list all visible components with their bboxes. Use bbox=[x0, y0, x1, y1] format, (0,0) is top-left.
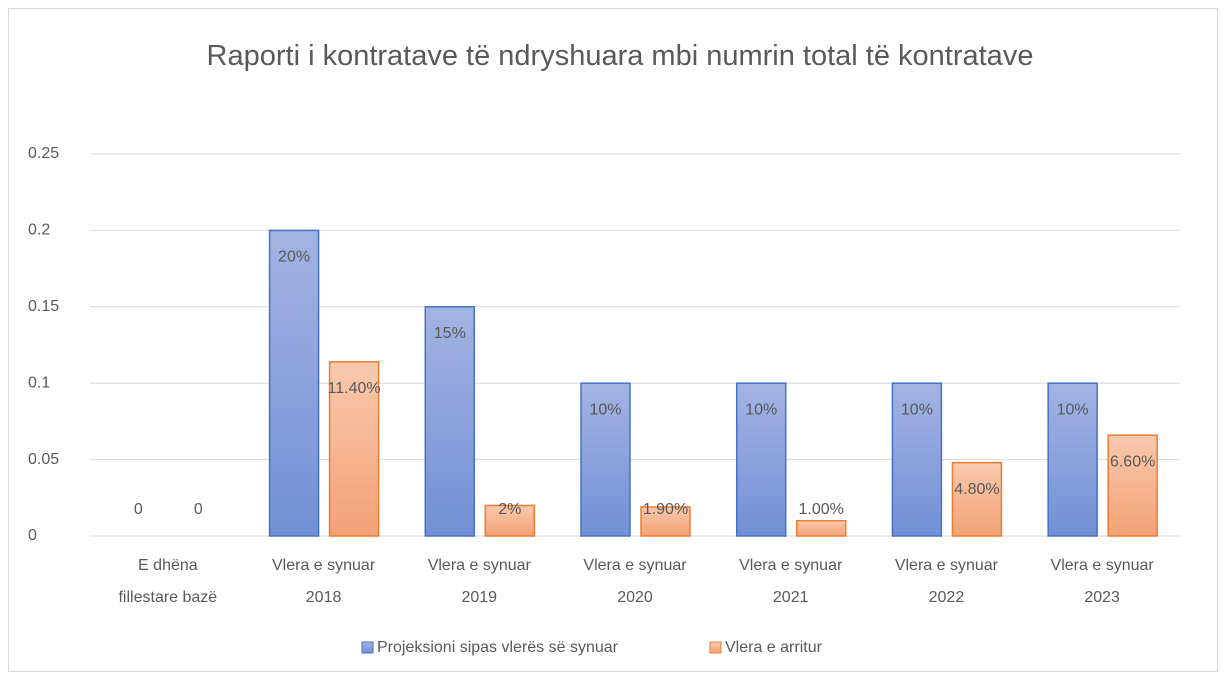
x-tick-label: Vlera e synuar bbox=[739, 557, 843, 574]
x-tick-label: 2020 bbox=[617, 589, 653, 606]
y-tick-label: 0 bbox=[28, 527, 37, 544]
data-label: 10% bbox=[745, 401, 777, 418]
x-tick-label: 2019 bbox=[461, 589, 497, 606]
x-tick-label: Vlera e synuar bbox=[583, 557, 687, 574]
legend-label: Vlera e arritur bbox=[725, 639, 823, 656]
bar bbox=[424, 306, 476, 537]
x-tick-label: Vlera e synuar bbox=[895, 557, 999, 574]
chart-border bbox=[8, 8, 1218, 672]
bar bbox=[580, 382, 631, 537]
data-label: 0 bbox=[194, 501, 203, 518]
bar bbox=[640, 506, 691, 537]
x-tick-label: Vlera e synuar bbox=[428, 557, 532, 574]
x-tick-label: 2021 bbox=[773, 589, 809, 606]
legend-label: Projeksioni sipas vlerës së synuar bbox=[377, 639, 619, 656]
x-tick-label: 2022 bbox=[929, 589, 965, 606]
data-label: 6.60% bbox=[1110, 453, 1155, 470]
bar bbox=[1107, 434, 1158, 537]
bar bbox=[1047, 382, 1098, 537]
x-tick-label: 2023 bbox=[1084, 589, 1120, 606]
bar bbox=[484, 504, 536, 537]
x-tick-label: Vlera e synuar bbox=[272, 557, 376, 574]
data-label: 2% bbox=[498, 501, 521, 518]
legend-swatch bbox=[709, 641, 722, 654]
y-tick-label: 0.05 bbox=[28, 451, 59, 468]
y-tick-label: 0.15 bbox=[28, 298, 59, 315]
data-label: 11.40% bbox=[328, 380, 381, 397]
y-tick-label: 0.1 bbox=[28, 374, 50, 391]
data-label: 15% bbox=[434, 325, 466, 342]
bar bbox=[951, 461, 1003, 537]
data-label: 10% bbox=[901, 401, 933, 418]
data-label: 10% bbox=[1057, 401, 1089, 418]
legend-swatch bbox=[361, 641, 374, 654]
data-label: 1.00% bbox=[799, 501, 844, 518]
bar bbox=[891, 382, 943, 537]
x-tick-label: Vlera e synuar bbox=[1051, 557, 1155, 574]
data-label: 10% bbox=[589, 401, 621, 418]
data-label: 20% bbox=[278, 249, 310, 266]
bar bbox=[328, 361, 380, 537]
y-tick-label: 0.25 bbox=[28, 145, 59, 162]
chart-title: Raporti i kontratave të ndryshuara mbi n… bbox=[206, 40, 1034, 72]
data-label: 0 bbox=[134, 501, 143, 518]
bar bbox=[795, 519, 847, 537]
data-label: 1.90% bbox=[643, 501, 688, 518]
x-tick-label: 2018 bbox=[306, 589, 342, 606]
data-label: 4.80% bbox=[954, 481, 999, 498]
bar bbox=[735, 382, 787, 537]
x-tick-label: E dhëna bbox=[138, 557, 198, 574]
y-tick-label: 0.2 bbox=[28, 222, 50, 239]
bar bbox=[268, 229, 320, 537]
x-tick-label: fillestare bazë bbox=[118, 589, 217, 606]
